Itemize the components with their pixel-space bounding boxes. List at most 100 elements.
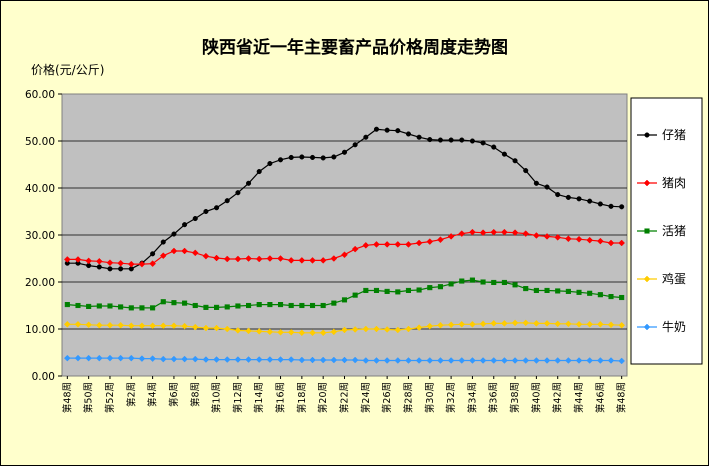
data-point [555,192,561,198]
x-tick-label: 第14周 [253,382,265,413]
x-tick-label: 第4周 [147,382,159,407]
data-point [458,230,466,237]
legend-entry: 牛奶 [637,319,686,334]
data-point [298,257,306,264]
x-tick-label: 第52周 [104,382,116,413]
data-point [214,205,220,211]
series-3 [63,319,626,337]
x-tick-label: 第12周 [232,382,244,413]
data-point [288,302,294,309]
data-point [522,357,530,364]
data-point [416,287,422,293]
data-point [501,151,507,157]
data-point [127,354,135,362]
x-tick-label: 第48周 [61,382,73,413]
data-point [565,320,572,328]
series-4 [63,354,626,365]
data-point [565,357,572,364]
legend-label: 鸡蛋 [662,271,686,286]
data-point [490,228,498,236]
data-point [309,154,316,160]
data-point [149,355,156,362]
legend-entry: 猪肉 [637,176,686,190]
data-point [107,303,113,309]
data-point [511,229,519,237]
series-0 [64,126,625,272]
data-point [224,198,230,204]
data-point [213,324,220,332]
data-point [555,288,561,294]
data-point [266,356,274,363]
data-point [320,302,326,309]
data-point [235,190,241,196]
data-point [117,321,124,329]
data-point [191,355,199,363]
data-point [246,180,252,186]
data-point [405,131,412,137]
y-tick-label: 0.00 [32,371,55,383]
x-tick-label: 第32周 [445,382,457,413]
data-point [309,356,316,364]
data-point [138,322,146,330]
data-point [150,251,156,257]
data-point [330,255,338,262]
data-point [575,235,583,243]
data-point [501,279,507,286]
series-2 [64,277,625,311]
data-point [202,252,210,260]
x-tick-label: 第8周 [189,382,201,407]
data-point [469,277,475,283]
data-point [490,320,498,327]
data-point [394,357,402,364]
data-point [608,294,614,300]
data-point [171,231,177,237]
data-point [575,357,583,364]
data-point [245,356,252,363]
data-point [85,257,93,265]
data-point [256,302,262,308]
data-point [287,328,295,336]
data-point [287,257,295,264]
data-point [277,255,284,262]
data-point [95,257,103,265]
data-point [363,287,369,294]
data-point [309,329,316,337]
legend-label: 猪肉 [662,176,686,190]
data-point [352,142,358,148]
data-point [619,204,625,210]
data-point [448,137,454,143]
data-point [192,302,198,309]
data-point [331,154,337,160]
x-tick-label: 第22周 [339,382,351,413]
data-point [394,241,402,248]
data-point [469,228,476,236]
data-point [362,357,370,364]
data-point [469,357,476,364]
data-point [576,289,582,295]
data-point [246,302,252,309]
data-point [202,356,210,363]
data-point [159,355,167,363]
data-point [384,127,390,133]
data-point [256,169,262,175]
x-tick-label: 第40周 [530,382,542,413]
data-point [320,155,326,161]
data-point [182,222,188,228]
x-tick-label: 第42周 [552,382,564,413]
data-point [533,287,539,294]
data-point [277,157,284,163]
data-point [213,356,220,363]
y-tick-label: 40.00 [25,183,55,195]
data-point [437,284,443,290]
legend-label: 牛奶 [662,319,686,334]
data-point [394,326,402,334]
data-point [544,184,550,190]
data-point [576,196,582,202]
data-point [501,228,508,236]
data-point [543,357,551,364]
x-tick-label: 第38周 [509,382,521,413]
data-point [523,286,529,292]
data-point [565,194,571,200]
data-point [85,354,93,362]
